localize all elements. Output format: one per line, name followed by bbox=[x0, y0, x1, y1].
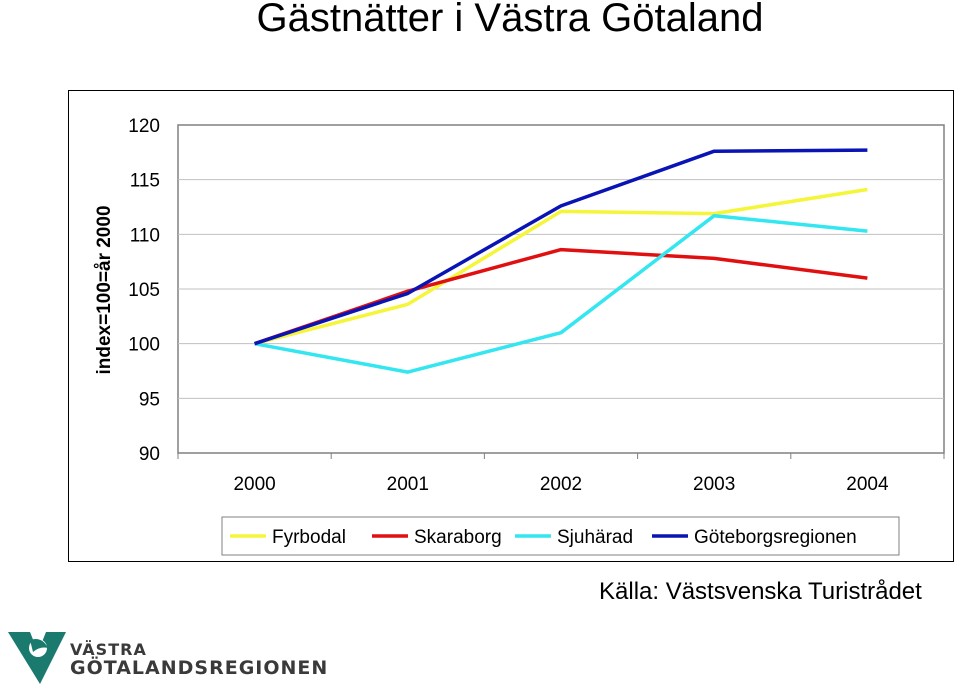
legend-label: Fyrbodal bbox=[272, 527, 346, 548]
legend-box bbox=[221, 516, 900, 556]
x-tick-label: 2002 bbox=[540, 474, 582, 495]
series-line bbox=[254, 187, 868, 346]
legend-label: Skaraborg bbox=[414, 527, 502, 548]
y-tick-label: 120 bbox=[128, 116, 160, 137]
x-tick-label: 2004 bbox=[846, 474, 889, 495]
y-tick-label: 100 bbox=[128, 335, 160, 356]
y-axis-label: index=100=år 2000 bbox=[94, 205, 115, 374]
x-tick-label: 2001 bbox=[387, 474, 429, 495]
y-tick-label: 110 bbox=[130, 225, 160, 246]
y-tick-label: 95 bbox=[139, 389, 160, 410]
legend-label: Sjuhärad bbox=[557, 527, 633, 548]
x-tick-labels: 2000 2001 2002 2003 2004 bbox=[233, 474, 889, 495]
chart-title: Gästnätter i Västra Götaland bbox=[256, 0, 764, 40]
x-tick-label: 2000 bbox=[233, 474, 275, 495]
series-lines bbox=[254, 148, 868, 374]
y-tick-label: 105 bbox=[128, 280, 160, 301]
source-note: Källa: Västsvenska Turistrådet bbox=[599, 578, 922, 605]
legend: Fyrbodal Skaraborg Sjuhärad Göteborgsregion… bbox=[230, 527, 857, 548]
logo-line-2: GÖTALANDSREGIONEN bbox=[70, 657, 329, 679]
series-line bbox=[254, 213, 868, 374]
logo-line-1: VÄSTRA bbox=[70, 640, 147, 659]
gridlines bbox=[178, 179, 944, 399]
series-line bbox=[254, 148, 868, 346]
region-logo-icon bbox=[8, 632, 66, 684]
y-tick-label: 115 bbox=[130, 171, 160, 192]
y-tick-labels: 90 95 100 105 110 115 120 bbox=[128, 116, 160, 465]
x-tick-marks bbox=[177, 453, 945, 459]
legend-label: Göteborgsregionen bbox=[694, 527, 857, 548]
y-tick-label: 90 bbox=[139, 444, 160, 465]
x-tick-label: 2003 bbox=[693, 474, 735, 495]
